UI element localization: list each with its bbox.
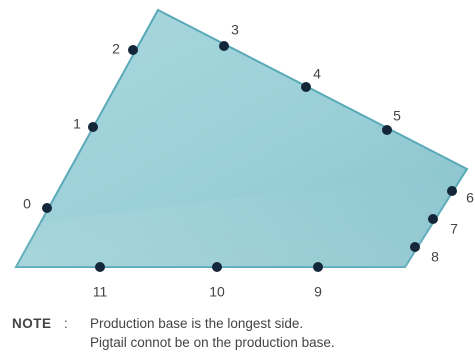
note-label: NOTE	[12, 316, 52, 331]
labels-layer: 0 1 2 3 4 5 678 9 10 11	[23, 22, 474, 300]
point-1-marker	[88, 122, 98, 132]
point-4-marker	[301, 82, 311, 92]
shape-sheen	[16, 169, 467, 267]
quadrilateral-diagram: 0 1 2 3 4 5 678 9 10 11	[14, 8, 474, 300]
note-lines: Production base is the longest side. Pig…	[90, 314, 335, 352]
point-10-label: 10	[209, 284, 225, 300]
point-10-marker	[212, 262, 222, 272]
point-4-label: 4	[313, 66, 321, 82]
point-0-label: 0	[23, 196, 31, 212]
point-1-label: 1	[73, 116, 81, 132]
point-2-marker	[128, 45, 138, 55]
points-layer	[42, 41, 457, 272]
point-6-marker	[447, 186, 457, 196]
point-5-label: 5	[393, 108, 401, 124]
point-8-label: 8	[431, 249, 439, 265]
point-11-label: 11	[93, 284, 108, 300]
note-line-1: Production base is the longest side.	[90, 316, 304, 331]
point-9-marker	[313, 262, 323, 272]
point-0-marker	[42, 203, 52, 213]
point-7-marker	[428, 214, 438, 224]
point-3-label: 3	[231, 22, 239, 38]
point-2-label: 2	[112, 41, 120, 57]
point-3-marker	[219, 41, 229, 51]
point-11-marker	[95, 262, 105, 272]
note-line-2: Pigtail connot be on the production base…	[90, 335, 335, 350]
point-6-label: 6	[466, 190, 474, 206]
point-5-marker	[382, 125, 392, 135]
point-7-label: 7	[450, 221, 458, 237]
point-8-marker	[410, 242, 420, 252]
point-9-label: 9	[314, 284, 322, 300]
note-separator: :	[64, 316, 68, 331]
